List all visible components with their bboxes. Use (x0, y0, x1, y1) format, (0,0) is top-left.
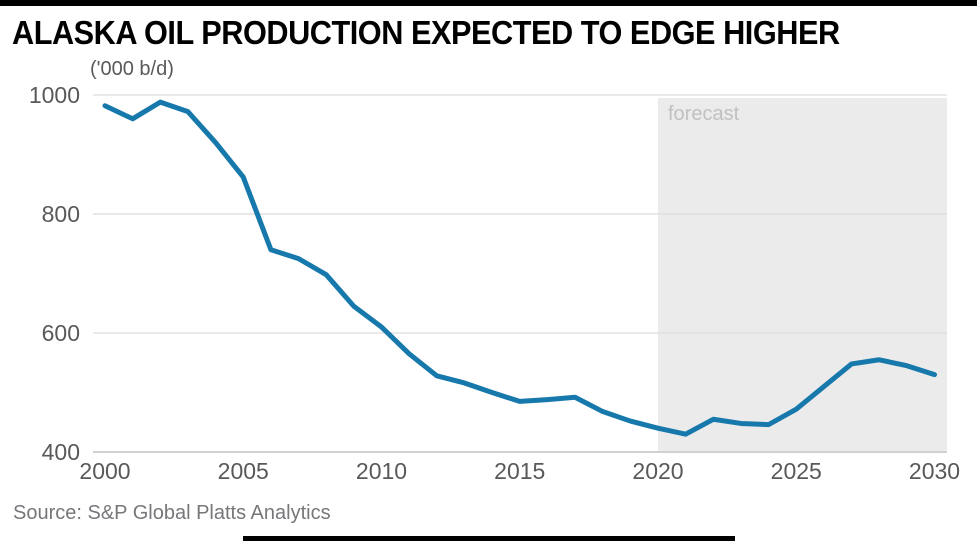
y-tick-label-400: 400 (41, 439, 80, 465)
x-tick-label-2000: 2000 (79, 458, 131, 484)
y-tick-label-800: 800 (41, 201, 80, 227)
bottom-rule (243, 536, 735, 541)
y-tick-label-600: 600 (41, 320, 80, 346)
forecast-label: forecast (668, 103, 740, 125)
source-attribution: Source: S&P Global Platts Analytics (13, 502, 331, 524)
chart-title: ALASKA OIL PRODUCTION EXPECTED TO EDGE H… (12, 14, 840, 51)
x-tick-label-2020: 2020 (632, 458, 684, 484)
x-tick-label-2010: 2010 (355, 458, 408, 484)
x-tick-label-2005: 2005 (217, 458, 269, 484)
unit-label: ('000 b/d) (90, 58, 174, 80)
x-tick-label-2015: 2015 (494, 458, 546, 484)
x-tick-label-2030: 2030 (908, 458, 961, 484)
y-tick-label-1000: 1000 (28, 82, 80, 108)
production-line (102, 99, 937, 437)
forecast-region (658, 98, 947, 451)
top-rule (0, 0, 977, 6)
x-tick-label-2025: 2025 (770, 458, 822, 484)
